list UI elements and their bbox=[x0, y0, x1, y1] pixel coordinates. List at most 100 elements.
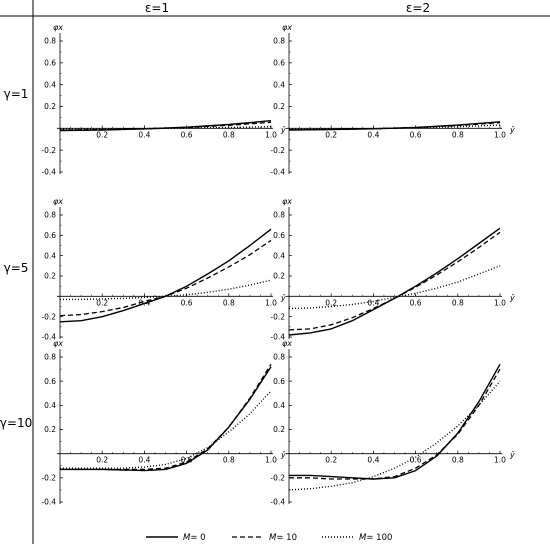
legend-m-symbol: M bbox=[359, 533, 367, 543]
x-tick-label: 0.6 bbox=[181, 130, 193, 139]
legend-m100-value: = 100 bbox=[366, 533, 392, 543]
row-header-gamma-10: γ=10 bbox=[0, 416, 32, 430]
x-axis-label: ȳ bbox=[280, 293, 286, 302]
y-tick-label: 0.2 bbox=[273, 102, 285, 111]
series-line-solid bbox=[288, 227, 501, 336]
y-tick-label: -0.2 bbox=[270, 473, 285, 482]
x-tick-label: 0.4 bbox=[138, 130, 150, 139]
y-tick-label: -0.4 bbox=[270, 498, 285, 507]
x-tick-label: 0.2 bbox=[325, 298, 337, 307]
y-tick-label: 0.4 bbox=[273, 251, 285, 260]
legend: M= 0 M= 10 M= 100 bbox=[146, 533, 392, 543]
y-tick-label: 0.8 bbox=[44, 37, 56, 46]
panels-group: -0.4-0.20.20.40.60.80.2 0.4 0.6 0.8 1.0φxȳ-0… bbox=[41, 23, 515, 507]
x-tick-label: 0.2 bbox=[325, 130, 337, 139]
y-tick-label: 0.2 bbox=[44, 425, 56, 434]
panel-0-0: -0.4 -0.2 0.2 0.4 0.6 0.8 0.2 0.4 0.6 0.8 1.0 φx ȳ bbox=[41, 23, 286, 177]
legend-label-m0: M= 0 bbox=[183, 533, 206, 543]
panel-0-1: -0.4 -0.2 0.2 0.4 0.6 0.8 0.2 0.4 0.6 0.8 1.0 φx ȳ bbox=[270, 23, 515, 177]
x-tick-label: 0.2 bbox=[96, 130, 108, 139]
panel-1-1: -0.4 -0.2 0.2 0.4 0.6 0.8 0.2 0.4 0.6 0.8 1.0 φx ȳ bbox=[270, 197, 515, 342]
x-tick-label: 1.0 bbox=[494, 456, 506, 465]
y-axis-label: φx bbox=[53, 23, 63, 32]
x-axis-label: ȳ bbox=[280, 451, 286, 460]
series-line-dotted bbox=[60, 279, 272, 301]
x-axis-label: ȳ bbox=[280, 125, 286, 134]
x-tick-label: 0.6 bbox=[410, 298, 422, 307]
legend-m-symbol: M bbox=[269, 533, 277, 543]
y-tick-label: -0.4 bbox=[41, 168, 56, 177]
x-tick-label: 0.2 bbox=[96, 298, 108, 307]
x-axis-label: ȳ bbox=[509, 293, 515, 302]
y-tick-label: 0.2 bbox=[273, 425, 285, 434]
row-header-gamma-5: γ=5 bbox=[4, 261, 29, 275]
col-header-eps-1: ε=1 bbox=[145, 1, 169, 15]
x-tick-label: 0.8 bbox=[452, 298, 464, 307]
y-tick-label: 0.2 bbox=[44, 272, 56, 281]
y-tick-label: -0.2 bbox=[41, 473, 56, 482]
x-tick-label: 0.2 bbox=[96, 456, 108, 465]
y-tick-label: -0.2 bbox=[41, 146, 56, 155]
y-tick-label: 0.8 bbox=[44, 353, 56, 362]
y-tick-label: 0.4 bbox=[44, 401, 56, 410]
y-tick-label: 0.8 bbox=[273, 37, 285, 46]
y-tick-label: 0.4 bbox=[273, 401, 285, 410]
panel-1-0: -0.4 -0.2 0.2 0.4 0.6 0.8 0.2 0.4 0.6 0.8 1.0 φx ȳ bbox=[41, 197, 286, 342]
y-tick-label: 0.6 bbox=[273, 231, 285, 240]
y-tick-label: 0.4 bbox=[44, 80, 56, 89]
y-tick-label: -0.2 bbox=[41, 312, 56, 321]
series-line-dotted bbox=[59, 126, 272, 130]
y-tick-label: -0.4 bbox=[41, 498, 56, 507]
legend-label-m10: M= 10 bbox=[269, 533, 297, 543]
y-tick-label: 0.6 bbox=[273, 58, 285, 67]
x-axis-label: ȳ bbox=[509, 125, 515, 134]
x-tick-label: 1.0 bbox=[494, 130, 506, 139]
y-tick-label: -0.2 bbox=[270, 312, 285, 321]
series-line-dotted bbox=[288, 380, 501, 491]
x-tick-label: 0.8 bbox=[223, 456, 235, 465]
x-tick-label: 0.4 bbox=[367, 298, 379, 307]
y-tick-label: -0.2 bbox=[270, 146, 285, 155]
x-tick-label: 0.4 bbox=[367, 456, 379, 465]
x-tick-label: 0.4 bbox=[367, 130, 379, 139]
row-header-gamma-1: γ=1 bbox=[4, 87, 29, 101]
panel-2-1: -0.4 -0.2 0.2 0.4 0.6 0.8 0.2 0.4 0.6 0.8 1.0 φx ȳ bbox=[270, 339, 515, 507]
series-line-dashed bbox=[288, 231, 501, 331]
series-line-dashed bbox=[60, 363, 272, 471]
y-axis-label: φx bbox=[282, 197, 292, 206]
x-tick-label: 0.4 bbox=[138, 456, 150, 465]
y-tick-label: 0.8 bbox=[44, 211, 56, 220]
y-tick-label: 0.8 bbox=[273, 353, 285, 362]
series-line-dashed bbox=[59, 239, 272, 317]
y-tick-label: 0.6 bbox=[44, 377, 56, 386]
x-tick-label: 0.6 bbox=[410, 456, 422, 465]
legend-label-m100: M= 100 bbox=[359, 533, 392, 543]
x-tick-label: 1.0 bbox=[494, 298, 506, 307]
x-tick-label: 0.8 bbox=[223, 298, 235, 307]
series-line-dotted bbox=[288, 265, 501, 310]
series-line-solid bbox=[289, 363, 501, 480]
x-tick-label: 1.0 bbox=[265, 130, 277, 139]
x-tick-label: 0.8 bbox=[452, 456, 464, 465]
col-header-eps-2: ε=2 bbox=[406, 1, 430, 15]
series-line-dotted bbox=[60, 390, 272, 469]
x-tick-label: 0.2 bbox=[325, 456, 337, 465]
y-tick-label: 0.6 bbox=[44, 58, 56, 67]
series-line-dashed bbox=[289, 368, 501, 480]
y-tick-label: 0.8 bbox=[273, 211, 285, 220]
panel-2-0: -0.4 -0.2 0.2 0.4 0.6 0.8 0.2 0.4 0.6 0.8 1.0 φx ȳ bbox=[41, 339, 286, 507]
x-tick-label: 0.6 bbox=[181, 456, 193, 465]
y-tick-label: 0.6 bbox=[44, 231, 56, 240]
y-tick-label: -0.4 bbox=[41, 333, 56, 342]
y-tick-label: 0.4 bbox=[273, 80, 285, 89]
series-line-solid bbox=[59, 228, 272, 323]
x-tick-label: 1.0 bbox=[265, 456, 277, 465]
y-tick-label: 0.2 bbox=[44, 102, 56, 111]
y-axis-label: φx bbox=[53, 197, 63, 206]
x-tick-label: 1.0 bbox=[265, 298, 277, 307]
x-axis-label: ȳ bbox=[509, 451, 515, 460]
y-tick-label: 0.6 bbox=[273, 377, 285, 386]
x-tick-label: 0.6 bbox=[410, 130, 422, 139]
x-tick-label: 0.8 bbox=[452, 130, 464, 139]
